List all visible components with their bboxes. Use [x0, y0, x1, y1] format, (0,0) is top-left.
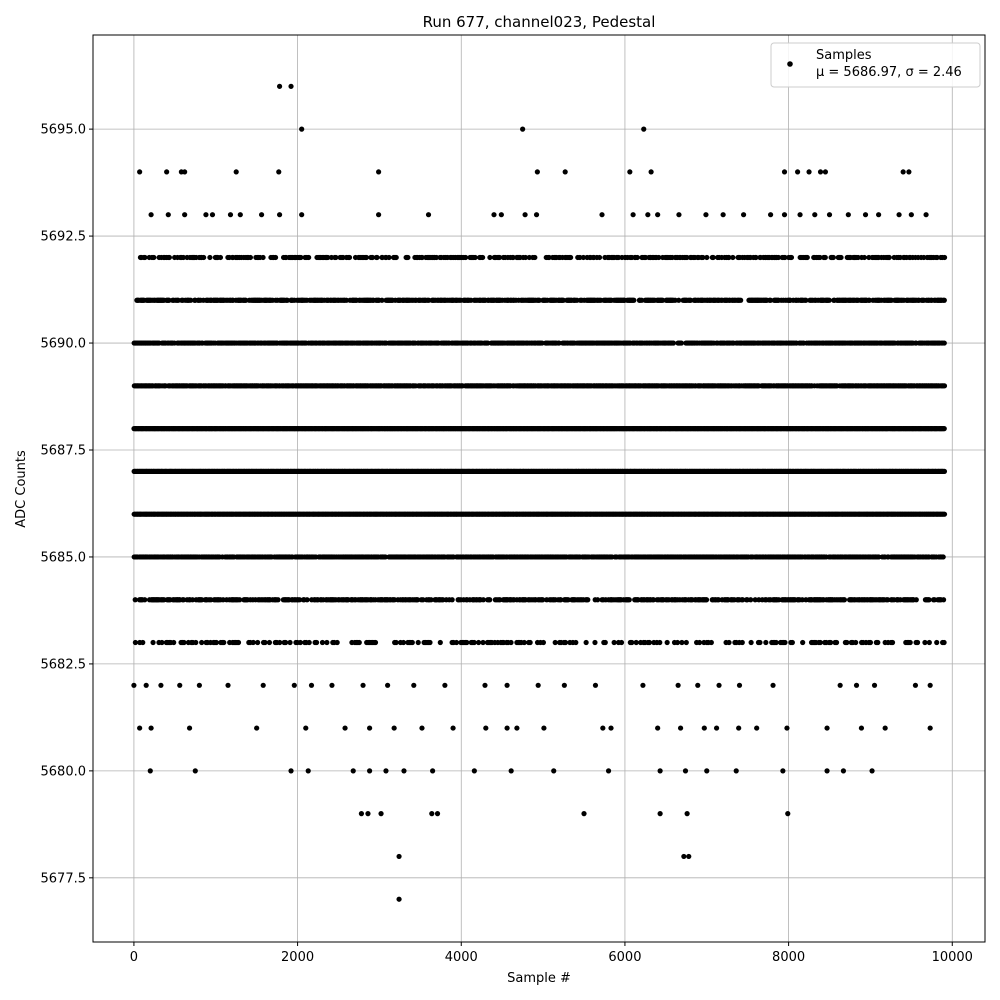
data-point	[941, 468, 948, 474]
data-point	[715, 597, 722, 603]
data-point	[180, 597, 187, 603]
data-point	[752, 597, 758, 603]
data-point	[940, 597, 947, 603]
data-point	[926, 597, 932, 603]
data-point	[414, 597, 421, 603]
data-point	[595, 597, 601, 603]
data-point	[540, 597, 546, 603]
data-point	[480, 597, 486, 603]
data-point	[748, 597, 754, 603]
data-point	[420, 597, 426, 603]
data-point	[585, 597, 591, 603]
data-point	[565, 597, 571, 603]
data-point	[941, 426, 947, 432]
data-point	[913, 597, 919, 603]
data-points	[131, 83, 948, 902]
data-point	[703, 597, 710, 603]
data-point	[940, 554, 946, 560]
data-point	[799, 597, 805, 603]
data-point	[275, 597, 281, 603]
data-point	[558, 597, 564, 603]
data-point	[626, 597, 632, 603]
data-point	[428, 597, 434, 603]
data-point	[941, 383, 948, 389]
data-point	[487, 597, 493, 603]
data-point	[941, 511, 948, 517]
data-point	[650, 597, 657, 603]
data-point	[189, 597, 196, 603]
data-point	[841, 597, 848, 603]
data-point	[237, 597, 243, 603]
data-point	[449, 597, 455, 603]
data-point	[876, 554, 882, 560]
data-point	[296, 597, 303, 603]
data-point	[132, 597, 138, 603]
data-point	[740, 597, 746, 603]
data-point	[304, 597, 310, 603]
data-point	[142, 597, 148, 603]
